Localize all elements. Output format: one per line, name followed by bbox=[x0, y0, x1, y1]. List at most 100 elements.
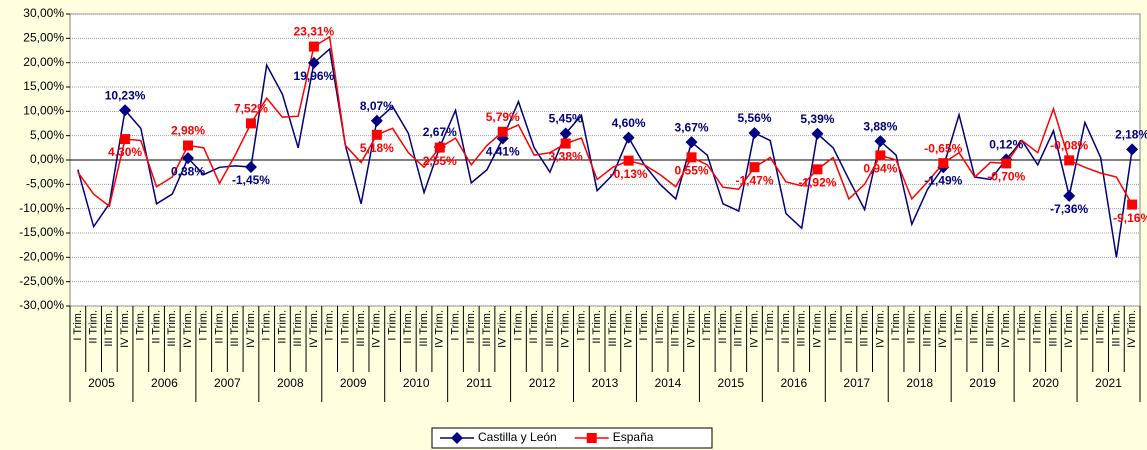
legend-label: España bbox=[613, 430, 654, 444]
year-label: 2011 bbox=[466, 376, 492, 390]
data-label: 10,23% bbox=[105, 88, 146, 102]
x-tick-label: II Trim. bbox=[906, 310, 918, 344]
x-tick-label: I Trim. bbox=[449, 310, 461, 341]
year-label: 2015 bbox=[718, 376, 745, 390]
year-label: 2014 bbox=[655, 376, 682, 390]
year-label: 2006 bbox=[151, 376, 178, 390]
marker bbox=[748, 126, 761, 139]
x-tick-label: I Trim. bbox=[72, 310, 84, 341]
x-tick-label: II Trim. bbox=[843, 310, 855, 344]
x-tick-label: II Trim. bbox=[276, 310, 288, 344]
data-label: -1,49% bbox=[924, 173, 962, 187]
x-tick-label: II Trim. bbox=[654, 310, 666, 344]
x-tick-label: IV Trim. bbox=[623, 310, 635, 348]
marker bbox=[245, 118, 256, 129]
marker bbox=[370, 114, 383, 127]
x-tick-label: IV Trim. bbox=[937, 310, 949, 348]
marker bbox=[811, 127, 824, 140]
x-tick-label: III Trim. bbox=[544, 310, 556, 347]
y-tick-label: 20,00% bbox=[23, 55, 64, 69]
data-label: 5,56% bbox=[737, 111, 771, 125]
data-label: -1,45% bbox=[232, 173, 270, 187]
year-label: 2008 bbox=[277, 376, 304, 390]
y-tick-label: -30,00% bbox=[19, 298, 64, 312]
marker bbox=[623, 155, 634, 166]
x-tick-label: II Trim. bbox=[1095, 310, 1107, 344]
marker bbox=[685, 136, 698, 149]
data-label: -0,08% bbox=[1050, 139, 1088, 153]
x-tick-label: III Trim. bbox=[984, 310, 996, 347]
marker bbox=[749, 162, 760, 173]
x-tick-label: II Trim. bbox=[465, 310, 477, 344]
data-label: 8,07% bbox=[360, 99, 394, 113]
marker bbox=[120, 134, 131, 145]
data-label: 4,30% bbox=[108, 145, 142, 159]
x-tick-label: IV Trim. bbox=[371, 310, 383, 348]
x-tick-label: IV Trim. bbox=[434, 310, 446, 348]
data-label: 5,18% bbox=[360, 141, 394, 155]
year-label: 2012 bbox=[529, 376, 556, 390]
x-tick-label: I Trim. bbox=[764, 310, 776, 341]
marker bbox=[1127, 199, 1138, 210]
marker bbox=[308, 41, 319, 52]
data-label: 0,55% bbox=[675, 163, 709, 177]
x-tick-label: I Trim. bbox=[261, 310, 273, 341]
x-tick-label: III Trim. bbox=[1110, 310, 1122, 347]
data-label: 2,18% bbox=[1115, 128, 1147, 142]
legend-marker bbox=[451, 432, 463, 444]
x-tick-label: I Trim. bbox=[890, 310, 902, 341]
y-tick-label: -15,00% bbox=[19, 225, 64, 239]
data-label: 3,67% bbox=[675, 120, 709, 134]
x-tick-label: III Trim. bbox=[418, 310, 430, 347]
x-tick-label: II Trim. bbox=[402, 310, 414, 344]
data-label: -0,65% bbox=[924, 141, 962, 155]
marker bbox=[1001, 158, 1012, 169]
year-label: 2019 bbox=[969, 376, 996, 390]
marker bbox=[1064, 155, 1075, 166]
y-tick-label: -20,00% bbox=[19, 250, 64, 264]
x-tick-label: III Trim. bbox=[670, 310, 682, 347]
year-label: 2013 bbox=[592, 376, 619, 390]
x-tick-label: IV Trim. bbox=[748, 310, 760, 348]
x-tick-label: IV Trim. bbox=[1063, 310, 1075, 348]
data-label: 2,67% bbox=[423, 125, 457, 139]
marker bbox=[1063, 189, 1076, 202]
x-tick-label: II Trim. bbox=[591, 310, 603, 344]
x-tick-label: II Trim. bbox=[213, 310, 225, 344]
marker bbox=[938, 158, 949, 169]
data-label: -9,16% bbox=[1113, 211, 1147, 225]
legend-label: Castilla y León bbox=[478, 430, 557, 444]
y-tick-label: -25,00% bbox=[19, 274, 64, 288]
data-label: 2,98% bbox=[171, 124, 205, 138]
y-tick-label: 15,00% bbox=[23, 79, 64, 93]
data-label: -1,47% bbox=[735, 173, 773, 187]
x-tick-label: IV Trim. bbox=[811, 310, 823, 348]
data-label: 0,94% bbox=[863, 162, 897, 176]
x-tick-label: III Trim. bbox=[796, 310, 808, 347]
data-label: 5,39% bbox=[800, 112, 834, 126]
x-tick-label: III Trim. bbox=[481, 310, 493, 347]
x-tick-label: II Trim. bbox=[717, 310, 729, 344]
data-label: 0,38% bbox=[171, 164, 205, 178]
y-tick-label: -5,00% bbox=[26, 177, 64, 191]
year-label: 2020 bbox=[1032, 376, 1059, 390]
x-tick-label: III Trim. bbox=[292, 310, 304, 347]
year-label: 2016 bbox=[780, 376, 807, 390]
marker bbox=[183, 140, 194, 151]
data-label: 0,12% bbox=[989, 138, 1023, 152]
x-tick-label: IV Trim. bbox=[685, 310, 697, 348]
data-label: 23,31% bbox=[294, 25, 335, 39]
data-label: 4,60% bbox=[612, 116, 646, 130]
y-tick-label: 30,00% bbox=[23, 6, 64, 20]
legend-marker bbox=[586, 433, 597, 443]
data-label: 4,41% bbox=[486, 145, 520, 159]
data-label: 5,79% bbox=[486, 110, 520, 124]
marker bbox=[559, 127, 572, 140]
data-label: -7,36% bbox=[1050, 202, 1088, 216]
legend-box bbox=[431, 427, 713, 449]
x-tick-label: III Trim. bbox=[607, 310, 619, 347]
x-tick-label: IV Trim. bbox=[1126, 310, 1138, 348]
marker bbox=[307, 56, 320, 69]
